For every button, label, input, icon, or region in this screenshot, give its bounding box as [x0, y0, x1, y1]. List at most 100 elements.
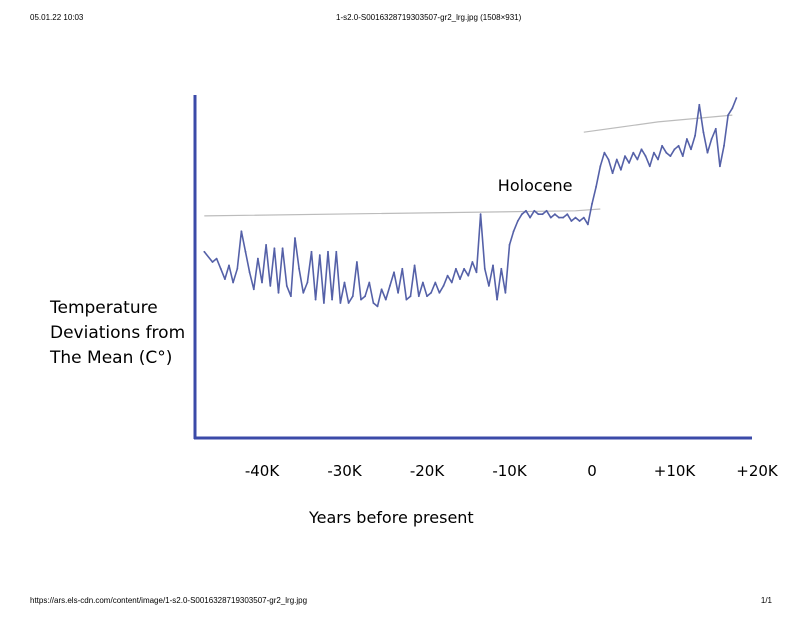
y-axis-label-line-1: Temperature: [50, 298, 158, 318]
data-point: [706, 151, 709, 154]
data-point: [731, 107, 734, 110]
data-point: [677, 144, 680, 147]
data-point: [248, 271, 251, 274]
data-point: [368, 281, 371, 284]
data-point: [459, 278, 461, 280]
data-point: [661, 144, 663, 147]
holocene-annotation: Holocene: [498, 176, 573, 195]
data-point: [558, 216, 560, 219]
data-point: [302, 291, 305, 294]
data-point: [690, 148, 692, 151]
data-point: [471, 261, 474, 263]
print-header-date: 05.01.22 10:03: [30, 13, 84, 22]
data-point: [702, 131, 705, 134]
data-point: [533, 209, 536, 212]
data-point: [582, 216, 585, 219]
data-point: [620, 168, 622, 171]
print-footer-url: https://ars.els-cdn.com/content/image/1-…: [30, 596, 308, 605]
data-point: [281, 247, 284, 250]
y-axis-label: Temperature Deviations from The Mean (C°…: [50, 296, 185, 371]
series-line-1: [203, 97, 738, 308]
data-point: [211, 261, 214, 263]
data-point: [347, 302, 350, 304]
data-point: [285, 285, 288, 287]
data-point: [450, 281, 453, 284]
data-point: [599, 165, 602, 168]
data-point: [261, 281, 263, 284]
data-point: [537, 213, 540, 216]
data-point: [290, 295, 292, 298]
data-point: [252, 288, 255, 291]
data-point: [521, 213, 523, 216]
data-point: [232, 281, 235, 284]
data-point: [516, 220, 519, 222]
data-point: [710, 138, 713, 140]
data-point: [277, 291, 280, 294]
data-point: [504, 291, 507, 294]
data-point: [343, 281, 346, 284]
data-point: [405, 298, 408, 301]
data-point: [673, 148, 676, 151]
data-point: [578, 220, 581, 222]
data-point: [698, 103, 701, 106]
data-point: [339, 302, 342, 304]
data-point: [735, 97, 738, 99]
data-point: [467, 274, 470, 277]
data-point: [397, 291, 399, 294]
x-tick-label: +10K: [654, 462, 697, 480]
data-point: [653, 151, 655, 154]
data-point: [632, 151, 635, 154]
data-point: [389, 285, 391, 287]
data-point: [372, 302, 375, 304]
data-point: [273, 247, 276, 250]
data-point: [640, 148, 643, 151]
data-point: [356, 261, 358, 263]
data-point: [310, 250, 313, 253]
x-tick-label: -20K: [410, 462, 445, 480]
data-point: [417, 295, 420, 298]
data-point: [574, 216, 577, 219]
data-point: [644, 155, 647, 158]
data-point: [525, 209, 527, 212]
data-point: [686, 138, 688, 140]
data-point: [351, 295, 354, 298]
data-point: [331, 298, 333, 301]
data-point: [244, 250, 247, 253]
data-point: [512, 230, 515, 233]
data-point: [430, 291, 432, 294]
data-point: [240, 230, 243, 233]
data-point: [570, 220, 573, 222]
print-header-title: 1-s2.0-S0016328719303507-gr2_lrg.jpg (15…: [336, 13, 522, 22]
data-point: [360, 298, 362, 301]
guide-lines: [204, 114, 733, 217]
data-point: [228, 264, 230, 267]
x-tick-label: -40K: [245, 462, 280, 480]
data-point: [298, 267, 300, 270]
y-axis-label-line-2: Deviations from: [50, 323, 186, 343]
data-point: [438, 291, 441, 294]
data-point: [607, 158, 610, 161]
data-point: [628, 162, 630, 164]
data-point: [455, 267, 457, 270]
x-tick-labels: -40K -30K -20K -10K 0 +10K +20K: [245, 462, 779, 480]
guide-line-2: [583, 114, 733, 133]
data-point: [393, 271, 395, 274]
data-point: [364, 295, 366, 298]
x-axis-label: Years before present: [309, 508, 474, 527]
data-point: [488, 285, 490, 287]
data-point: [422, 281, 424, 284]
data-point: [376, 305, 379, 308]
data-point: [549, 216, 552, 219]
data-point: [648, 165, 651, 168]
data-point: [566, 213, 569, 216]
data-point: [483, 267, 486, 270]
data-point: [657, 158, 659, 161]
data-point: [219, 267, 222, 270]
data-point: [508, 244, 511, 246]
data-point: [384, 298, 387, 301]
data-point: [314, 298, 317, 301]
data-point: [554, 213, 556, 216]
data-point: [611, 172, 614, 175]
data-point: [615, 158, 618, 161]
